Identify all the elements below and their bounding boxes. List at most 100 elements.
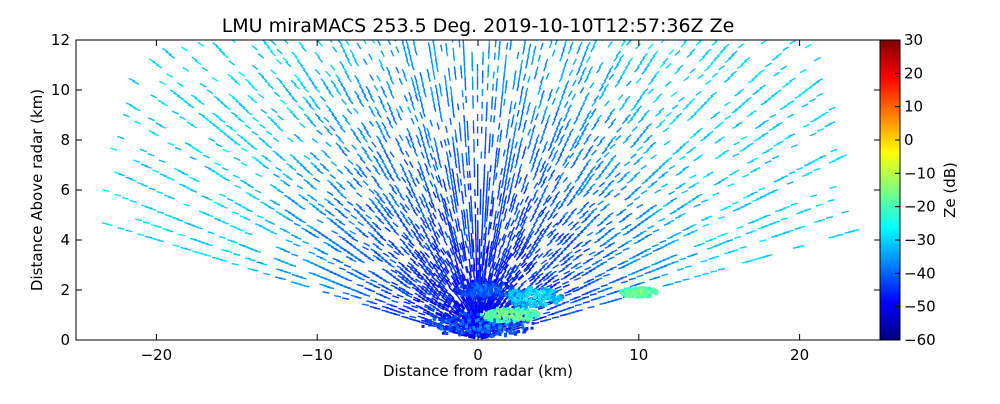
echo-cell [610, 155, 616, 161]
echo-cell [438, 103, 441, 110]
echo-cell [540, 76, 544, 83]
echo-cell [625, 224, 632, 228]
echo-cell [604, 152, 610, 158]
echo-cell [351, 215, 358, 220]
echo-cell [353, 133, 359, 139]
echo-cell [368, 54, 373, 61]
echo-cell [607, 3, 612, 10]
echo-cell [565, 216, 571, 222]
echo-cell [636, 135, 642, 140]
echo-cell [459, 128, 461, 135]
echo-cell [610, 136, 616, 142]
echo-cell [386, 117, 391, 124]
echo-cell [759, 239, 766, 242]
echo-cell [554, 182, 559, 188]
echo-cell [529, 136, 533, 143]
echo-cell [503, 169, 506, 176]
echo-cell [359, 85, 364, 91]
echo-cell [689, 68, 695, 73]
echo-cell [477, 114, 478, 121]
echo-cell [601, 89, 606, 95]
echo-cell [516, 52, 519, 59]
echo-cell [787, 230, 794, 233]
echo-cell [389, 192, 395, 198]
echo-cell [536, 163, 541, 170]
echo-cell [325, 71, 331, 77]
echo-cell [645, 252, 652, 255]
echo-cell [755, 6, 761, 11]
echo-cell [617, 77, 623, 83]
echo-cell [527, 142, 531, 149]
echo-cell [247, 268, 254, 271]
echo-cell [453, 194, 456, 201]
echo-cell [315, 104, 321, 110]
echo-cell [391, 188, 397, 194]
echo-cell [316, 130, 322, 136]
echo-cell [493, 71, 495, 78]
echo-cell [487, 202, 489, 209]
echo-cell [309, 95, 315, 101]
echo-cell [485, 208, 487, 215]
echo-cell [762, 119, 769, 123]
echo-cell [501, 194, 504, 201]
echo-cell [745, 97, 752, 102]
echo-cell [437, 123, 440, 130]
echo-cell [477, 64, 478, 71]
echo-cell [550, 139, 555, 146]
echo-cell [481, 114, 483, 121]
echo-cell [350, 128, 356, 134]
echo-cell [448, 68, 451, 75]
echo-cell [419, 112, 423, 119]
echo-cell [126, 102, 133, 106]
echo-cell [369, 207, 375, 212]
echo-cell [453, 149, 456, 156]
echo-cell [342, 115, 348, 121]
echo-cell [270, 184, 277, 188]
echo-cell [312, 6, 317, 12]
echo-cell [356, 96, 361, 102]
echo-cell [515, 0, 518, 1]
echo-cell [451, 168, 454, 175]
echo-cell [462, 103, 464, 110]
echo-cell [569, 186, 575, 192]
echo-cell [721, 232, 728, 235]
echo-cell [821, 111, 828, 115]
echo-cell [576, 0, 580, 5]
echo-cell [503, 201, 506, 208]
echo-cell [583, 301, 590, 304]
echo-cell [574, 234, 581, 239]
echo-cell [444, 75, 447, 82]
echo-cell [314, 166, 321, 171]
echo-cell [483, 189, 485, 196]
echo-cell [244, 2, 250, 8]
echo-cell [652, 229, 659, 233]
echo-cell [310, 185, 317, 190]
echo-cell [430, 54, 433, 61]
echo-cell [566, 134, 571, 141]
echo-cell [544, 106, 548, 113]
echo-cell [773, 220, 780, 223]
echo-cell [368, 270, 375, 274]
echo-cell [662, 58, 668, 64]
echo-cell [262, 141, 269, 146]
echo-cell [596, 67, 601, 74]
echo-cell [541, 4, 544, 11]
echo-cell [608, 41, 613, 48]
echo-cell [201, 3, 207, 8]
echo-cell [605, 174, 611, 179]
echo-cell [533, 254, 539, 260]
echo-cell [354, 168, 360, 174]
echo-cell [485, 227, 487, 234]
echo-cell [452, 143, 455, 150]
echo-cell [510, 5, 512, 12]
echo-cell [668, 191, 675, 195]
echo-cell [623, 247, 630, 251]
echo-cell [198, 42, 205, 47]
echo-cell [198, 100, 205, 105]
echo-cell [405, 40, 409, 47]
echo-cell [465, 96, 467, 103]
echo-cell [634, 172, 641, 177]
echo-cell [693, 131, 700, 136]
echo-cell [467, 246, 470, 253]
